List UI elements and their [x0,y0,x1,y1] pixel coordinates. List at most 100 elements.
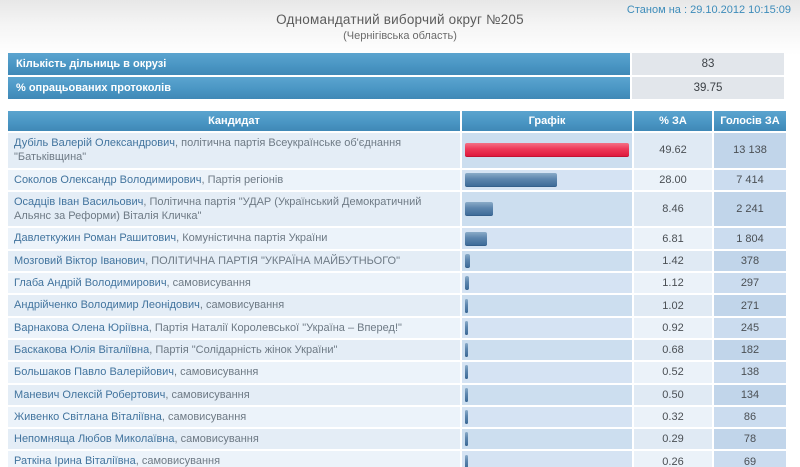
table-header-row: Кандидат Графік % ЗА Голосів ЗА [8,111,786,131]
candidate-party-label: , Комуністична партія України [176,232,328,245]
candidate-row: Дубіль Валерій Олександрович, політична … [8,133,786,168]
candidate-party-label: , самовисування [165,388,250,401]
votes-cell: 182 [714,339,786,361]
column-header-percent: % ЗА [634,111,712,131]
candidate-row: Непомняща Любов Миколаївна, самовисуванн… [8,429,786,450]
candidate-cell: Раткіна Ірина Віталіївна, самовисування [8,451,460,467]
candidate-party-label: , ПОЛІТИЧНА ПАРТІЯ "УКРАЇНА МАЙБУТНЬОГО" [145,254,401,267]
protocols-percent-value: 39.75 [632,77,784,99]
graph-cell [462,191,632,227]
candidate-name-link[interactable]: Маневич Олексій Робертович [14,388,166,401]
result-bar [465,432,468,447]
candidate-row: Живенко Світлана Віталіївна, самовисуван… [8,406,786,428]
graph-cell [462,133,632,168]
candidate-name-link[interactable]: Большаков Павло Валерійович [14,366,175,379]
candidates-results-table: Кандидат Графік % ЗА Голосів ЗА Дубіль В… [6,109,788,467]
candidate-name-link[interactable]: Осадців Іван Васильович [14,195,144,208]
candidate-cell: Осадців Іван Васильович, Політична парті… [8,191,460,227]
graph-cell [462,406,632,428]
candidate-name-link[interactable]: Баскакова Юлія Віталіївна [14,343,150,356]
graph-cell [462,228,632,249]
percent-cell: 0.68 [634,339,712,361]
percent-cell: 0.29 [634,429,712,450]
result-bar [465,253,470,268]
percent-cell: 1.02 [634,295,712,316]
votes-cell: 297 [714,273,786,294]
candidate-cell: Варнакова Олена Юріївна, Партія Наталії … [8,317,460,338]
candidate-row: Большаков Павло Валерійович, самовисуван… [8,362,786,383]
column-header-graph: Графік [462,111,632,131]
column-header-candidate: Кандидат [8,111,460,131]
candidate-party-label: , самовисування [166,277,251,290]
percent-cell: 0.26 [634,451,712,467]
candidate-row: Осадців Іван Васильович, Політична парті… [8,191,786,227]
votes-cell: 271 [714,295,786,316]
percent-cell: 1.42 [634,250,712,272]
candidate-name-link[interactable]: Андрійченко Володимир Леонідович [14,299,200,312]
result-bar [465,343,468,358]
district-stats-table: Кількість дільниць в окрузі 83 % опрацьо… [6,51,786,101]
candidate-cell: Соколов Олександр Володимирович, Партія … [8,169,460,190]
graph-cell [462,273,632,294]
candidate-cell: Живенко Світлана Віталіївна, самовисуван… [8,406,460,428]
candidate-cell: Непомняща Любов Миколаївна, самовисуванн… [8,429,460,450]
column-header-votes: Голосів ЗА [714,111,786,131]
candidate-name-link[interactable]: Непомняща Любов Миколаївна [14,433,175,446]
candidate-name-link[interactable]: Раткіна Ірина Віталіївна [14,455,136,467]
votes-cell: 13 138 [714,133,786,168]
candidate-row: Маневич Олексій Робертович, самовисуванн… [8,384,786,405]
result-bar [465,298,469,313]
candidate-cell: Баскакова Юлія Віталіївна, Партія "Солід… [8,339,460,361]
candidate-name-link[interactable]: Живенко Світлана Віталіївна [14,410,162,423]
votes-cell: 86 [714,406,786,428]
candidate-party-label: , самовисування [199,299,285,312]
graph-cell [462,250,632,272]
candidate-name-link[interactable]: Глаба Андрій Володимирович [14,277,167,290]
result-bar [465,143,629,158]
candidate-party-label: , Партія регіонів [201,173,284,186]
result-bar [465,410,468,424]
candidate-row: Раткіна Ірина Віталіївна, самовисування … [8,451,786,467]
candidate-name-link[interactable]: Соколов Олександр Володимирович [14,173,202,186]
candidate-party-label: , самовисування [174,433,259,446]
candidate-name-link[interactable]: Дубіль Валерій Олександрович [14,137,175,149]
graph-cell [462,429,632,450]
percent-cell: 6.81 [634,228,712,249]
votes-cell: 2 241 [714,191,786,227]
candidate-name-link[interactable]: Мозговий Віктор Іванович [14,254,146,267]
status-timestamp: Станом на : 29.10.2012 10:15:09 [626,4,791,16]
page-subtitle: (Чернігівська область) [343,30,457,42]
votes-cell: 245 [714,317,786,338]
result-bar [465,387,468,402]
percent-cell: 0.52 [634,362,712,383]
candidate-party-label: , самовисування [161,410,247,423]
result-bar [465,202,493,217]
result-bar [465,320,469,335]
candidate-party-label: , Політична партія "УДАР (Український Де… [14,195,422,223]
result-bar [465,276,469,291]
votes-cell: 378 [714,250,786,272]
graph-cell [462,295,632,316]
candidate-row: Варнакова Олена Юріївна, Партія Наталії … [8,317,786,338]
candidate-row: Давлеткужин Роман Рашитович, Комуністичн… [8,228,786,249]
candidate-party-label: , самовисування [174,366,259,379]
candidate-name-link[interactable]: Варнакова Олена Юріївна [14,321,149,334]
candidate-row: Андрійченко Володимир Леонідович, самови… [8,295,786,316]
votes-cell: 69 [714,451,786,467]
graph-cell [462,384,632,405]
graph-cell [462,362,632,383]
protocols-percent-label: % опрацьованих протоколів [8,77,630,99]
candidate-row: Глаба Андрій Володимирович, самовисуванн… [8,273,786,294]
candidate-cell: Маневич Олексій Робертович, самовисуванн… [8,384,460,405]
result-bar [465,172,558,187]
votes-cell: 134 [714,384,786,405]
candidate-row: Баскакова Юлія Віталіївна, Партія "Солід… [8,339,786,361]
percent-cell: 28.00 [634,169,712,190]
stats-row-precincts: Кількість дільниць в окрузі 83 [8,53,784,75]
percent-cell: 1.12 [634,273,712,294]
candidate-cell: Мозговий Віктор Іванович, ПОЛІТИЧНА ПАРТ… [8,250,460,272]
result-bar [465,454,468,467]
page-title: Одномандатний виборчий округ №205 [276,12,524,27]
graph-cell [462,451,632,467]
candidate-name-link[interactable]: Давлеткужин Роман Рашитович [14,232,177,245]
